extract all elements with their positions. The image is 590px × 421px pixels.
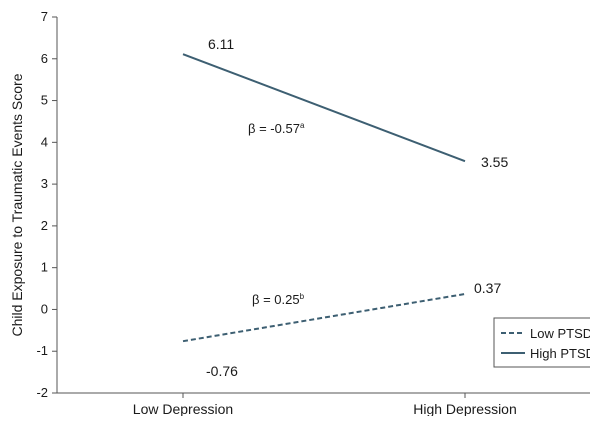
x-category-label: High Depression xyxy=(413,401,517,416)
y-tick-label: 2 xyxy=(41,218,48,233)
y-tick-label: 1 xyxy=(41,260,48,275)
axes: -2 -1 0 1 2 3 4 5 6 7 Low Depression High Depressio… xyxy=(9,9,590,417)
x-category-label: Low Depression xyxy=(133,401,233,416)
data-label: -0.76 xyxy=(206,363,238,379)
series-line-low-ptsd xyxy=(182,293,466,343)
series-line-high-ptsd xyxy=(182,53,466,163)
beta-annotation-superscript: a xyxy=(300,121,305,130)
legend-box xyxy=(493,317,590,368)
beta-annotation: β = -0.57a xyxy=(248,121,305,136)
beta-annotation-text: β = 0.25 xyxy=(252,292,300,307)
data-label: 0.37 xyxy=(474,280,501,296)
beta-annotation-superscript: b xyxy=(300,292,305,301)
series-layer xyxy=(182,53,466,343)
data-label: 6.11 xyxy=(208,36,234,52)
legend-label: Low PTSD xyxy=(530,326,590,341)
legend-label: High PTSD xyxy=(530,346,590,361)
y-tick-label: 7 xyxy=(41,9,48,24)
y-tick-label: 0 xyxy=(41,301,48,316)
data-label: 3.55 xyxy=(481,154,508,170)
y-tick-label: -2 xyxy=(36,385,48,400)
y-tick-label: 5 xyxy=(41,93,48,108)
y-tick-label: 6 xyxy=(41,51,48,66)
y-tick-label: 3 xyxy=(41,176,48,191)
legend: Low PTSD High PTSD xyxy=(493,317,590,368)
labels-layer: 6.11 3.55 β = -0.57a -0.76 0.37 β = 0.25b xyxy=(206,36,508,379)
y-tick-label: -1 xyxy=(36,343,48,358)
beta-annotation-text: β = -0.57 xyxy=(248,121,300,136)
y-tick-label: 4 xyxy=(41,134,48,149)
y-axis-title: Child Exposure to Traumatic Events Score xyxy=(9,73,25,336)
beta-annotation: β = 0.25b xyxy=(252,292,305,307)
